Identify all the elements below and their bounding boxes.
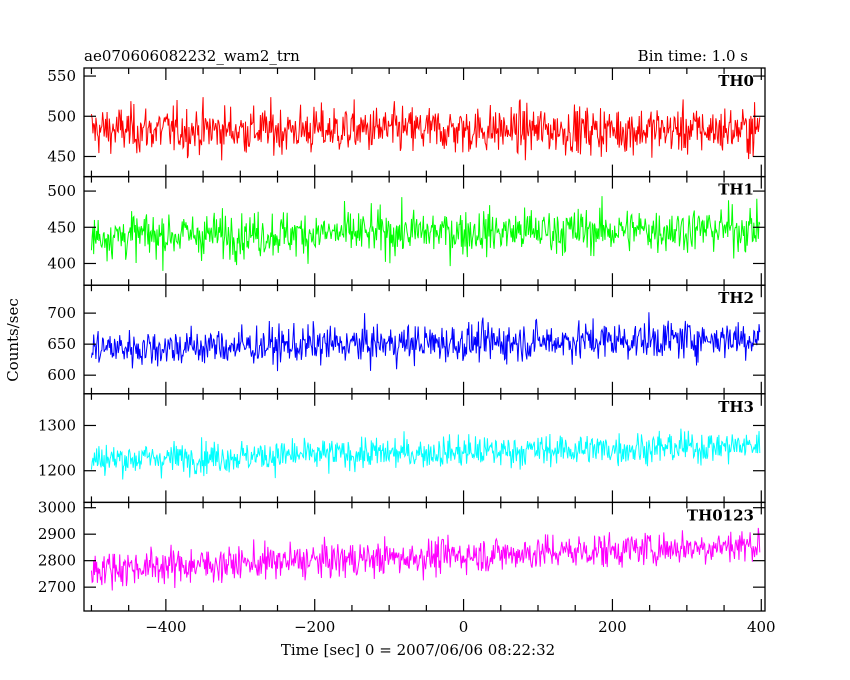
panel-label: TH0 bbox=[718, 72, 754, 90]
series-th2 bbox=[90, 312, 761, 372]
y-tick-label: 700 bbox=[47, 304, 76, 322]
y-tick-label: 450 bbox=[47, 218, 76, 236]
y-tick-label: 650 bbox=[47, 335, 76, 353]
series-th0123 bbox=[90, 527, 761, 591]
series-th3 bbox=[90, 428, 761, 480]
panel-frame bbox=[83, 501, 766, 612]
panel-label: TH0123 bbox=[687, 506, 754, 524]
y-tick-label: 3000 bbox=[38, 499, 76, 517]
panel-th2: 600 650 700 TH2 bbox=[47, 284, 766, 395]
y-tick-label: 400 bbox=[47, 254, 76, 272]
panel-th1: 400 450 500 TH1 bbox=[47, 175, 766, 286]
panel-label: TH2 bbox=[718, 289, 754, 307]
y-tick-label: 500 bbox=[47, 182, 76, 200]
x-tick-label: 200 bbox=[598, 618, 627, 636]
y-tick-label: 550 bbox=[47, 67, 76, 85]
panels-group: 450 500 550 TH0 400 450 500 TH1 600 650 700 TH2 1200… bbox=[38, 67, 776, 636]
panel-th3: 1200 1300 TH3 bbox=[38, 393, 766, 504]
y-tick-label: 500 bbox=[47, 107, 76, 125]
panel-label: TH3 bbox=[718, 398, 754, 416]
y-tick-label: 1300 bbox=[38, 416, 76, 434]
y-tick-label: 600 bbox=[47, 366, 76, 384]
x-tick-label: 0 bbox=[459, 618, 469, 636]
y-tick-label: 1200 bbox=[38, 462, 76, 480]
y-tick-label: 2700 bbox=[38, 578, 76, 596]
y-tick-label: 2900 bbox=[38, 525, 76, 543]
x-tick-label: 400 bbox=[747, 618, 776, 636]
panel-label: TH1 bbox=[718, 181, 754, 199]
panel-th0: 450 500 550 TH0 bbox=[47, 67, 766, 178]
chart-title: ae070606082232_wam2_trn bbox=[84, 47, 300, 65]
x-tick-label: −400 bbox=[145, 618, 186, 636]
series-th0 bbox=[90, 97, 761, 161]
bin-time-label: Bin time: 1.0 s bbox=[638, 47, 748, 65]
x-axis-label: Time [sec] 0 = 2007/06/06 08:22:32 bbox=[281, 641, 555, 659]
y-tick-label: 2800 bbox=[38, 552, 76, 570]
y-axis-label: Counts/sec bbox=[4, 298, 22, 382]
y-tick-label: 450 bbox=[47, 147, 76, 165]
x-tick-label: −200 bbox=[294, 618, 335, 636]
panel-th0123: 2700 2800 2900 3000 TH0123 bbox=[38, 499, 766, 612]
series-th1 bbox=[90, 196, 761, 271]
